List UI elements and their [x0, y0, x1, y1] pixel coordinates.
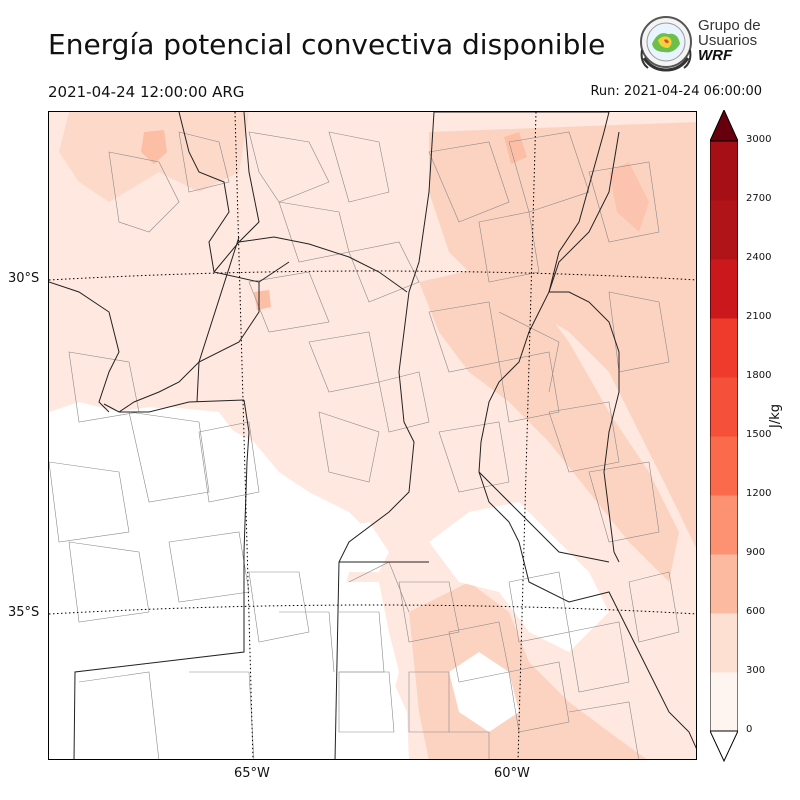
- cape-level-2-area-central: [419, 262, 679, 582]
- meridian-60w: [517, 112, 537, 759]
- cape-field: [49, 112, 696, 759]
- colorbar-tick-label: 1500: [746, 429, 772, 440]
- logo-text: Grupo de Usuarios WRF: [698, 18, 761, 63]
- colorbar-band: [710, 377, 738, 437]
- cape-level-2-area-northeast: [429, 122, 696, 548]
- parallel-30s: [49, 270, 696, 281]
- colorbar-band: [710, 672, 738, 732]
- logo: Grupo de Usuarios WRF: [638, 14, 768, 78]
- cape-level-3-spot-1: [141, 130, 167, 164]
- colorbar-extend-min-icon: [710, 730, 738, 762]
- map-canvas: [49, 112, 696, 759]
- colorbar-band: [710, 200, 738, 260]
- lat-label-30s: 30°S: [8, 271, 40, 286]
- lon-label-60w: 60°W: [494, 766, 530, 781]
- department-boundaries: [49, 131, 680, 759]
- cape-blank-area-sw-patch: [449, 652, 519, 732]
- colorbar-tick-label: 600: [746, 606, 766, 617]
- colorbar-band: [710, 436, 738, 496]
- lon-label-65w: 65°W: [234, 766, 270, 781]
- lat-label-35s: 35°S: [8, 605, 40, 620]
- colorbar: [710, 110, 738, 762]
- cape-blank-area-west: [49, 407, 389, 759]
- colorbar-tick-label: 1800: [746, 370, 772, 381]
- colorbar-tick-label: 2700: [746, 193, 772, 204]
- cape-level-3-spot-4: [609, 162, 649, 232]
- meridian-65w: [234, 112, 254, 759]
- colorbar-extend-max-icon: [710, 110, 738, 142]
- colorbar-tick-label: 0: [746, 724, 753, 735]
- colorbar-band: [710, 259, 738, 319]
- logo-line-3: WRF: [698, 47, 733, 64]
- run-time-label: Run: 2021-04-24 06:00:00: [590, 84, 762, 99]
- colorbar-bands: [710, 141, 738, 732]
- colorbar-tick-label: 3000: [746, 134, 772, 145]
- map-panel[interactable]: [48, 111, 697, 760]
- colorbar-tick-label: 900: [746, 547, 766, 558]
- colorbar-band: [710, 318, 738, 378]
- colorbar-tick-label: 1200: [746, 488, 772, 499]
- parallel-35s: [49, 604, 696, 615]
- colorbar-outline: [710, 140, 738, 732]
- valid-time-label: 2021-04-24 12:00:00 ARG: [48, 83, 245, 101]
- colorbar-unit-label: J/kg: [768, 404, 783, 428]
- colorbar-tick-label: 300: [746, 665, 766, 676]
- logo-line-1: Grupo de: [698, 17, 761, 34]
- colorbar-tick-label: 2100: [746, 311, 772, 322]
- colorbar-band: [710, 613, 738, 673]
- colorbar-band: [710, 554, 738, 614]
- logo-line-2: Usuarios: [698, 32, 758, 49]
- logo-emblem-icon: [640, 16, 692, 72]
- graticule: [49, 112, 696, 759]
- colorbar-band: [710, 141, 738, 201]
- colorbar-band: [710, 495, 738, 555]
- cape-blank-area-southeast: [429, 502, 609, 652]
- cape-level-3-spot-2: [254, 290, 271, 310]
- page-title: Energía potencial convectiva disponible: [48, 28, 606, 61]
- province-boundaries: [49, 112, 696, 759]
- colorbar-tick-label: 2400: [746, 252, 772, 263]
